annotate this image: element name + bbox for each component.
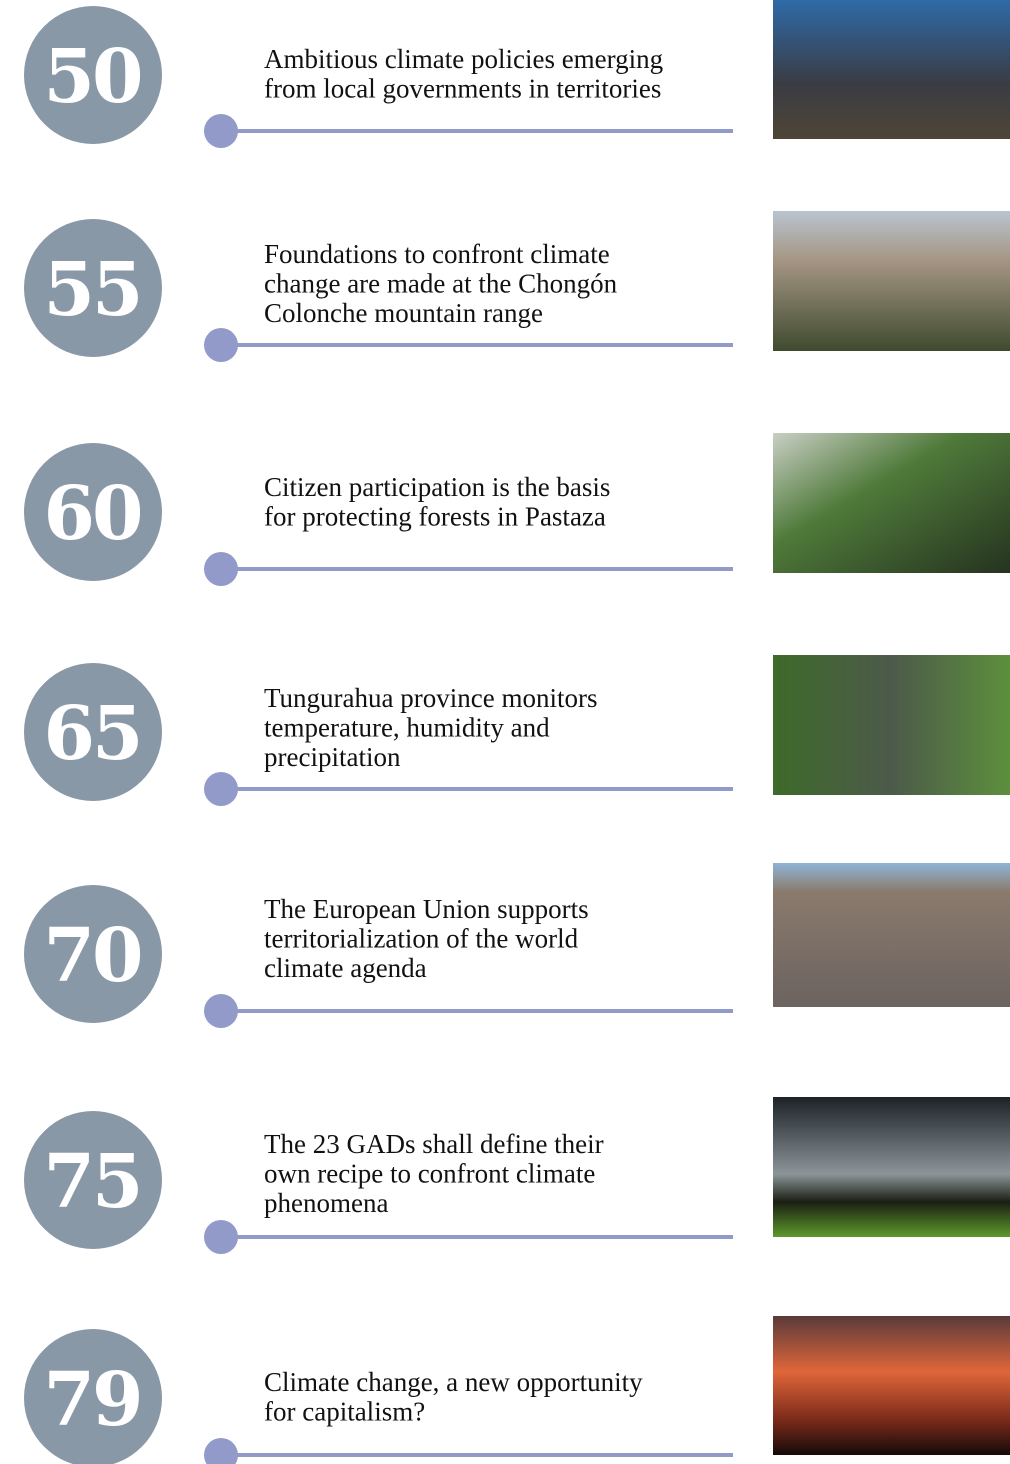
entry-title: territorialization of the world	[264, 924, 579, 954]
thumbnail	[773, 0, 1010, 139]
thumbnail	[773, 863, 1010, 1007]
page-number: 70	[44, 913, 141, 999]
page-number: 60	[44, 471, 141, 557]
thumbnail	[773, 1316, 1010, 1455]
entry-title: The European Union supports	[264, 894, 589, 924]
entry-title: own recipe to confront climate	[264, 1159, 595, 1189]
rule-dot	[204, 772, 238, 806]
rule-dot	[204, 1220, 238, 1254]
contents-page: 50 Ambitious climate policies emergingfro…	[0, 0, 1010, 1464]
entry-title: phenomena	[264, 1188, 388, 1218]
entry-title: precipitation	[264, 742, 401, 772]
thumbnail	[773, 655, 1010, 795]
thumbnail	[773, 211, 1010, 351]
entry-title: Tungurahua province monitors	[264, 683, 597, 713]
page-number: 75	[44, 1139, 141, 1225]
entry-title: Climate change, a new opportunity	[264, 1367, 643, 1397]
rule-dot	[204, 1438, 238, 1464]
rule-dot	[204, 552, 238, 586]
entry-title: Foundations to confront climate	[264, 239, 610, 269]
thumbnail	[773, 1097, 1010, 1237]
entry-title: Colonche mountain range	[264, 298, 543, 328]
rule-dot	[204, 994, 238, 1028]
entry-title: change are made at the Chongón	[264, 269, 618, 299]
thumbnail	[773, 433, 1010, 573]
page-number: 55	[44, 247, 141, 333]
entry-title: for capitalism?	[264, 1397, 425, 1427]
entry-title: from local governments in territories	[264, 74, 661, 104]
page-number: 79	[44, 1357, 141, 1443]
entry-title: Ambitious climate policies emerging	[264, 44, 663, 74]
entry-title: climate agenda	[264, 953, 427, 983]
rule-dot	[204, 114, 238, 148]
page-number: 50	[44, 34, 141, 120]
entry-title: temperature, humidity and	[264, 713, 550, 743]
entry-title: Citizen participation is the basis	[264, 472, 610, 502]
page-number: 65	[44, 691, 141, 777]
rule-dot	[204, 328, 238, 362]
entry-title: The 23 GADs shall define their	[264, 1129, 604, 1159]
entry-title: for protecting forests in Pastaza	[264, 502, 606, 532]
